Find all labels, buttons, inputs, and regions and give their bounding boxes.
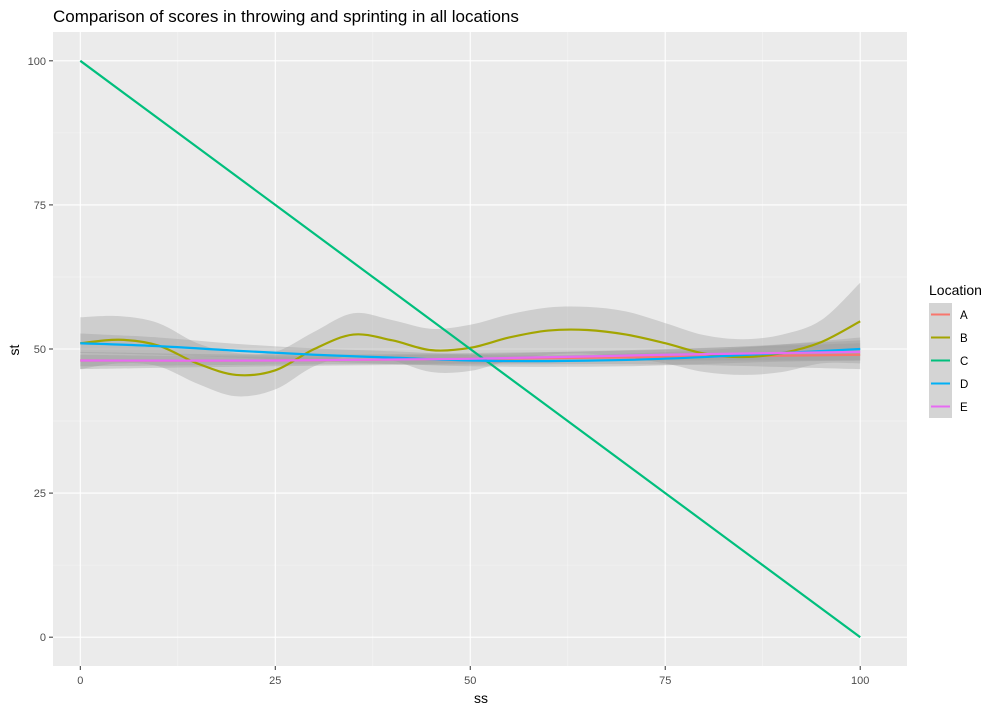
y-axis-title: st	[6, 344, 22, 355]
legend-title: Location	[929, 282, 982, 298]
ribbon-a	[80, 340, 861, 370]
y-tick-label: 75	[34, 200, 46, 212]
legend-label-d: D	[960, 379, 968, 391]
series-line-d	[80, 342, 861, 363]
x-tick-label: 75	[659, 675, 671, 687]
ribbon-b	[80, 282, 861, 397]
x-tick-label: 50	[464, 675, 476, 687]
chart-title: Comparison of scores in throwing and spr…	[53, 7, 519, 26]
x-axis: 0 25 50 75 100	[77, 666, 869, 687]
x-tick-label: 0	[77, 675, 83, 687]
series-line-e	[80, 350, 861, 362]
legend-label-e: E	[960, 402, 968, 414]
y-axis: 0 25 50 75 100	[28, 56, 53, 644]
y-tick-label: 50	[34, 344, 46, 356]
x-axis-title: ss	[474, 690, 488, 706]
series-line-c	[79, 59, 861, 639]
legend-label-c: C	[960, 356, 968, 368]
y-tick-label: 100	[28, 56, 46, 68]
series-lines	[79, 59, 861, 639]
y-tick-label: 0	[40, 632, 46, 644]
x-tick-label: 25	[269, 675, 281, 687]
legend-label-a: A	[960, 310, 968, 322]
x-tick-label: 100	[851, 675, 869, 687]
legend-label-b: B	[960, 333, 968, 345]
y-tick-label: 25	[34, 488, 46, 500]
